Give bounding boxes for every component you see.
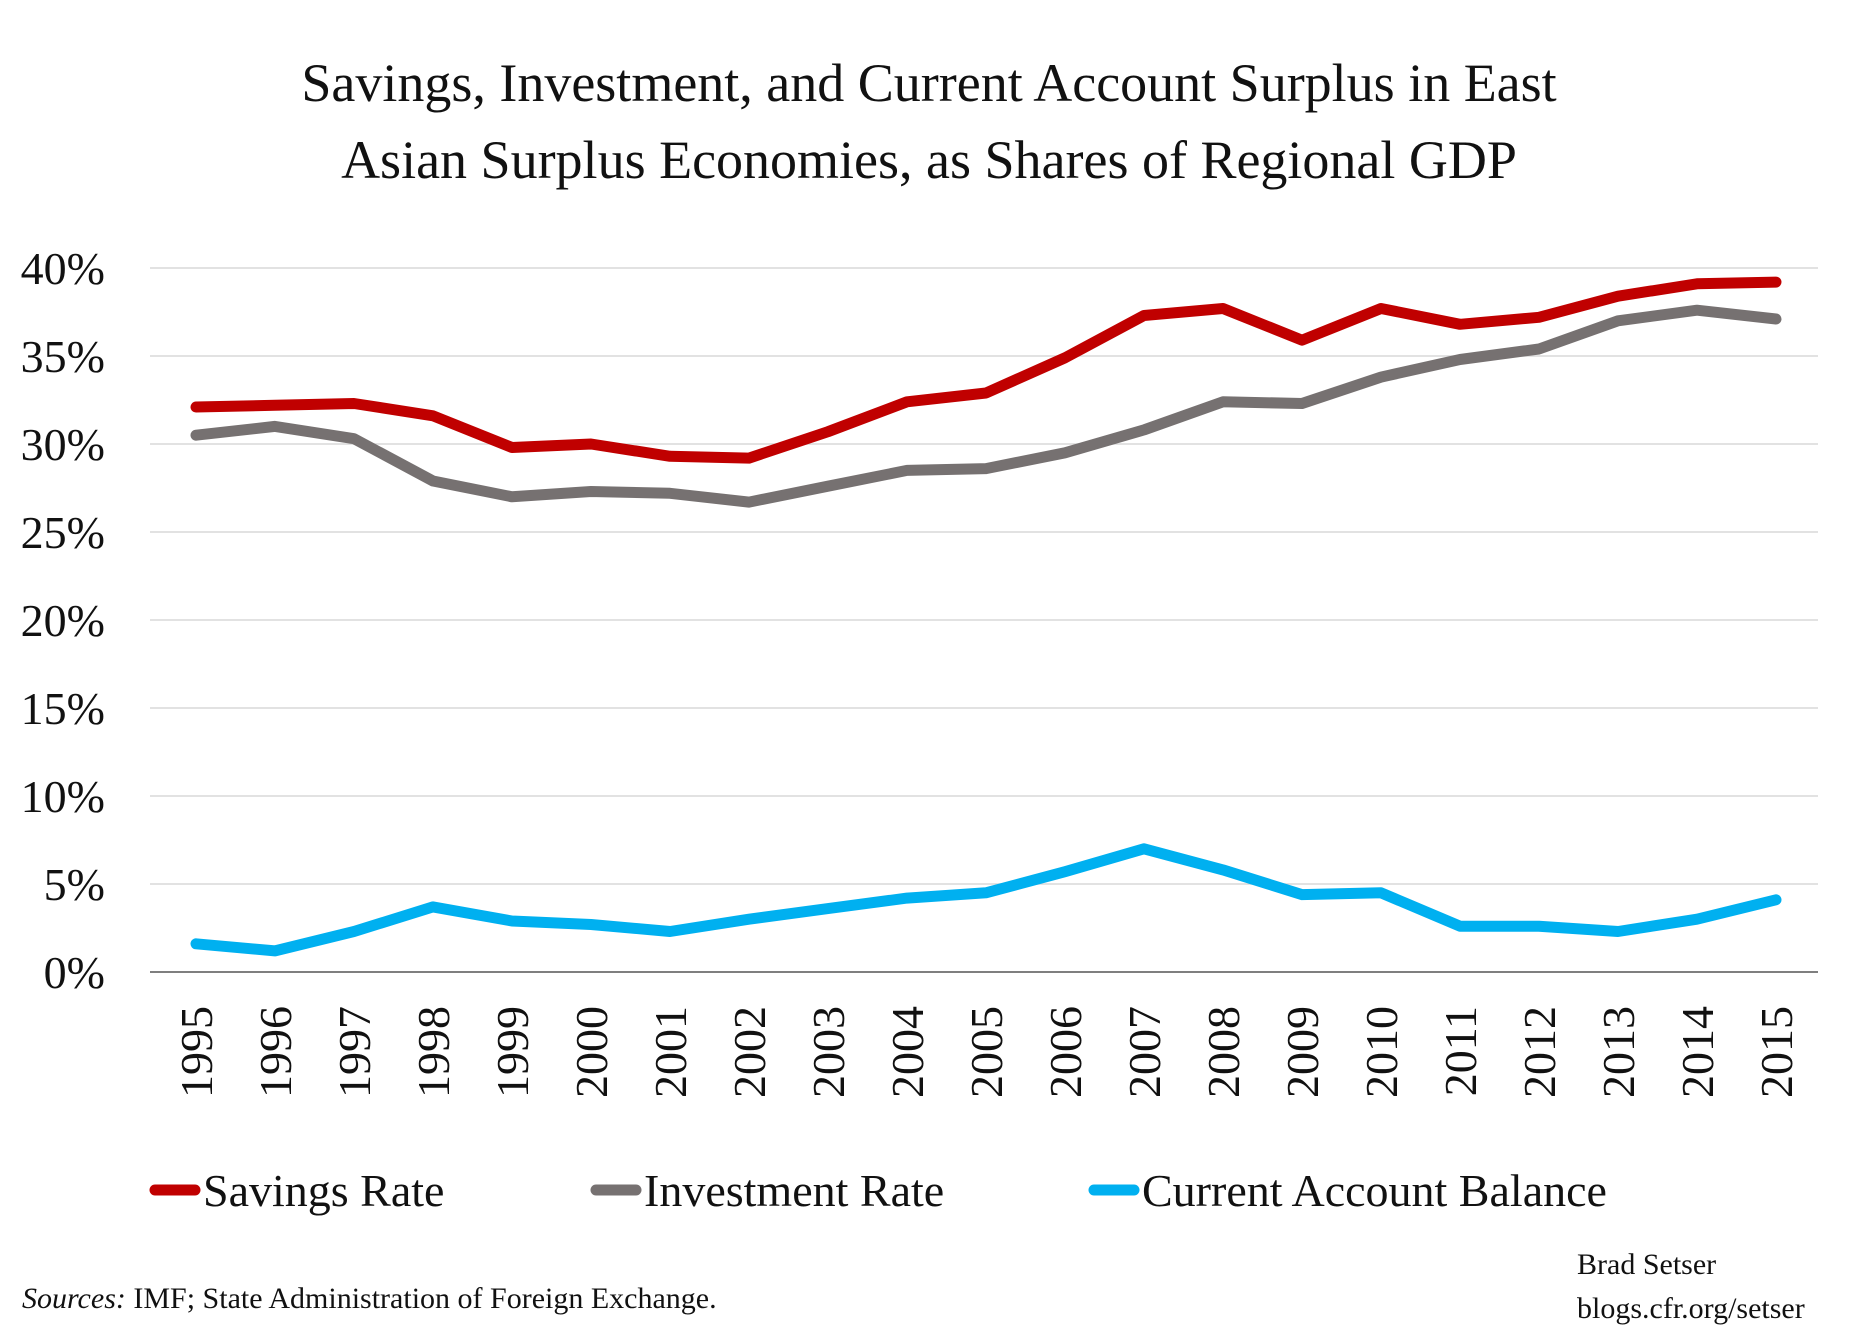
x-tick-label: 1995: [171, 1006, 222, 1098]
x-tick-label: 2012: [1514, 1006, 1565, 1098]
x-tick-label: 1999: [487, 1006, 538, 1098]
legend: Savings Rate Investment Rate Current Accou…: [149, 1165, 1607, 1216]
y-tick-label: 25%: [21, 507, 105, 558]
gridlines: [150, 267, 1818, 973]
x-tick-label: 2014: [1672, 1006, 1723, 1098]
y-tick-label: 15%: [21, 683, 105, 734]
y-tick-label: 10%: [21, 771, 105, 822]
x-tick-label: 2006: [1040, 1006, 1091, 1098]
legend-label: Current Account Balance: [1142, 1165, 1607, 1216]
x-axis-ticks: 1995 1996 1997 1998 1999 2000 2001 2002 2003 2004…: [171, 1006, 1802, 1098]
author-website: blogs.cfr.org/setser: [1577, 1292, 1805, 1325]
x-tick-label: 2004: [882, 1006, 933, 1098]
chart-title-line: Savings, Investment, and Current Account…: [301, 53, 1556, 113]
x-tick-label: 2013: [1593, 1006, 1644, 1098]
legend-label: Savings Rate: [203, 1165, 444, 1216]
sources-note: Sources: IMF; State Administration of Fo…: [22, 1282, 717, 1315]
x-tick-label: 2005: [961, 1006, 1012, 1098]
author-name: Brad Setser: [1577, 1248, 1716, 1281]
x-tick-label: 2015: [1751, 1006, 1802, 1098]
sources-text: IMF; State Administration of Foreign Exc…: [126, 1282, 717, 1315]
x-tick-label: 2002: [724, 1006, 775, 1098]
series-lines: [190, 276, 1782, 957]
x-tick-label: 2007: [1119, 1006, 1170, 1098]
y-tick-label: 35%: [21, 331, 105, 382]
series-line-current-account-balance: [190, 843, 1782, 957]
y-tick-label: 5%: [44, 859, 105, 910]
y-tick-label: 30%: [21, 419, 105, 470]
legend-label: Investment Rate: [644, 1165, 944, 1216]
x-tick-label: 2009: [1277, 1006, 1328, 1098]
x-tick-label: 2001: [645, 1006, 696, 1098]
x-tick-label: 2010: [1356, 1006, 1407, 1098]
chart-title-line: Asian Surplus Economies, as Shares of Re…: [341, 130, 1517, 190]
chart-title: Savings, Investment, and Current Account…: [301, 53, 1556, 190]
x-tick-label: 2003: [803, 1006, 854, 1098]
x-tick-label: 1997: [329, 1006, 380, 1098]
x-tick-label: 1998: [408, 1006, 459, 1098]
x-tick-label: 2008: [1198, 1006, 1249, 1098]
x-tick-label: 2000: [566, 1006, 617, 1098]
y-tick-label: 0%: [44, 947, 105, 998]
y-axis-ticks: 0% 5% 10% 15% 20% 25% 30% 35% 40%: [21, 243, 105, 998]
x-tick-label: 1996: [250, 1006, 301, 1098]
y-tick-label: 20%: [21, 595, 105, 646]
sources-label: Sources:: [22, 1282, 126, 1315]
y-tick-label: 40%: [21, 243, 105, 294]
x-tick-label: 2011: [1435, 1006, 1486, 1096]
series-line-savings-rate: [190, 276, 1782, 464]
footer: Sources: IMF; State Administration of Fo…: [22, 1248, 1805, 1325]
series-line-investment-rate: [190, 304, 1782, 508]
